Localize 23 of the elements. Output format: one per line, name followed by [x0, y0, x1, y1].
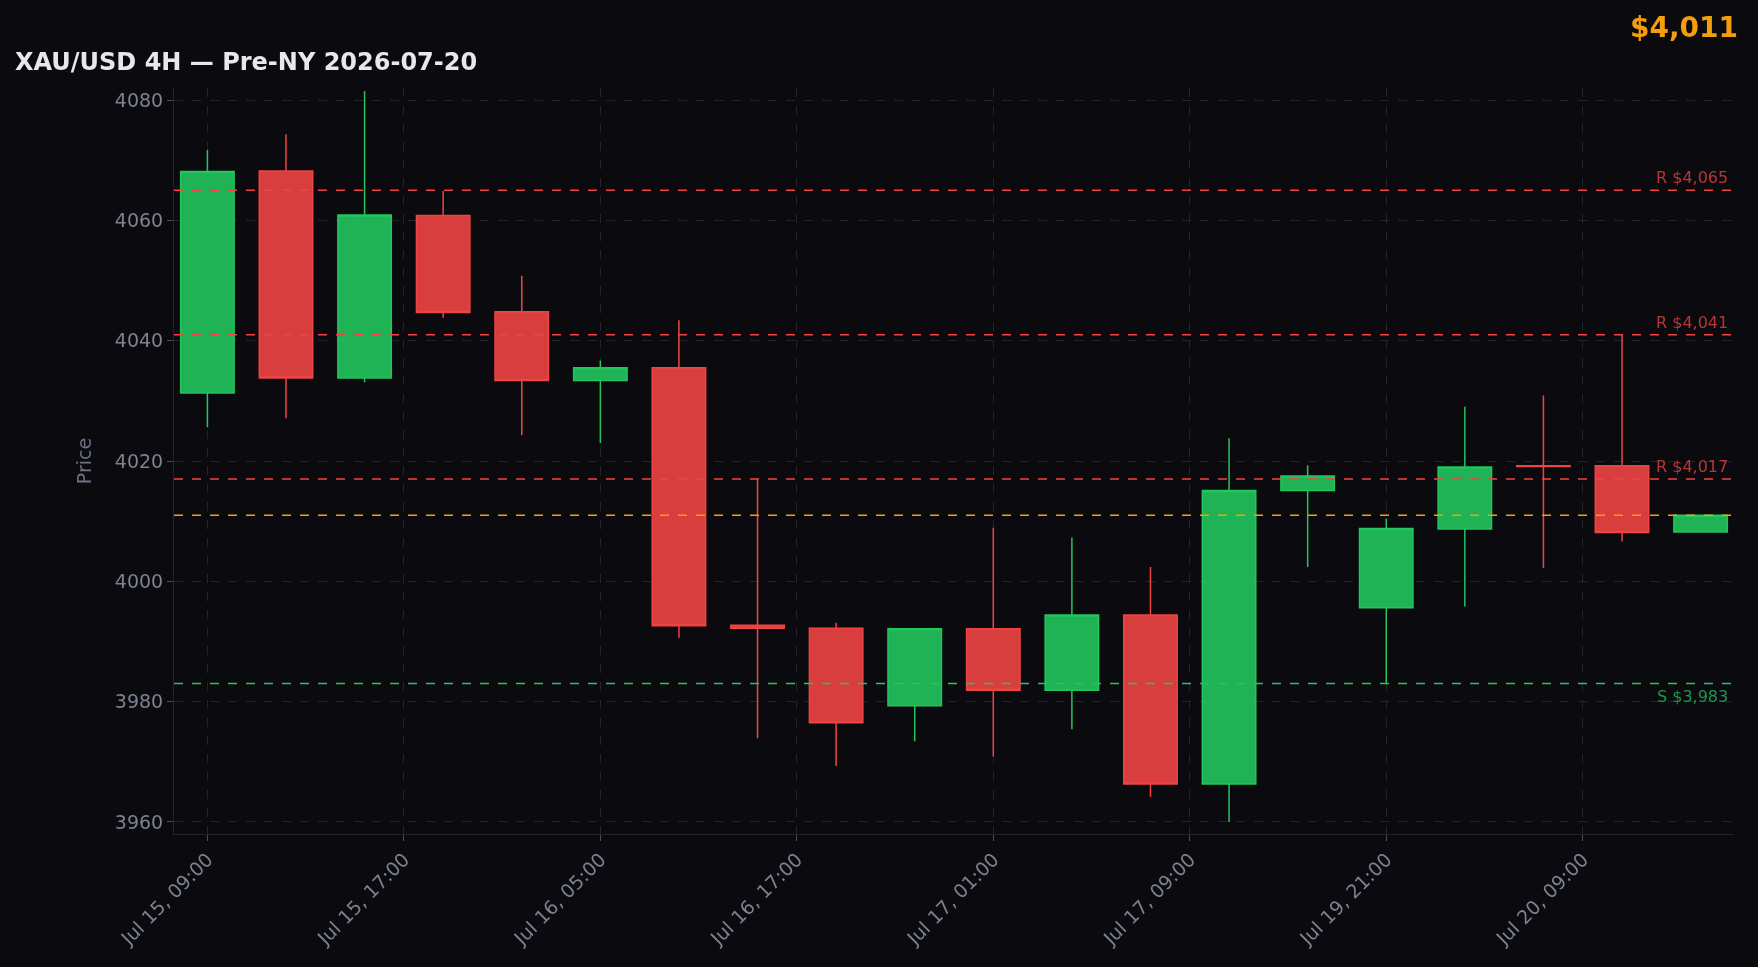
- ref-line-label: R $4,065: [1656, 168, 1729, 187]
- ref-line-label: R $4,017: [1656, 457, 1729, 476]
- candlestick: [572, 359, 628, 444]
- y-tick-label: 4060: [114, 209, 164, 231]
- candlestick: [415, 190, 471, 319]
- candlestick: [808, 622, 864, 767]
- candlestick: [337, 90, 393, 383]
- y-tick-label: 3960: [114, 810, 164, 833]
- candlestick: [965, 527, 1021, 758]
- y-tick-label: 4000: [114, 569, 164, 592]
- y-tick-label: 4020: [114, 449, 164, 472]
- text: $4,011: [1630, 11, 1739, 44]
- ref-line-label: S $3,983: [1657, 687, 1729, 706]
- candlestick: [1280, 464, 1336, 568]
- y-tick-label: 4080: [114, 88, 164, 111]
- candlestick: [1673, 514, 1729, 534]
- y-tick-label: 4040: [114, 329, 164, 352]
- candlestick: [1123, 566, 1178, 798]
- chart-title: XAU/USD 4H — Pre-NY 2026-07-20: [15, 48, 478, 77]
- y-axis-title: Price: [72, 437, 95, 485]
- candlestick: [1437, 406, 1493, 608]
- ref-line-label: R $4,041: [1656, 313, 1729, 332]
- y-tick-label: 3980: [114, 690, 164, 713]
